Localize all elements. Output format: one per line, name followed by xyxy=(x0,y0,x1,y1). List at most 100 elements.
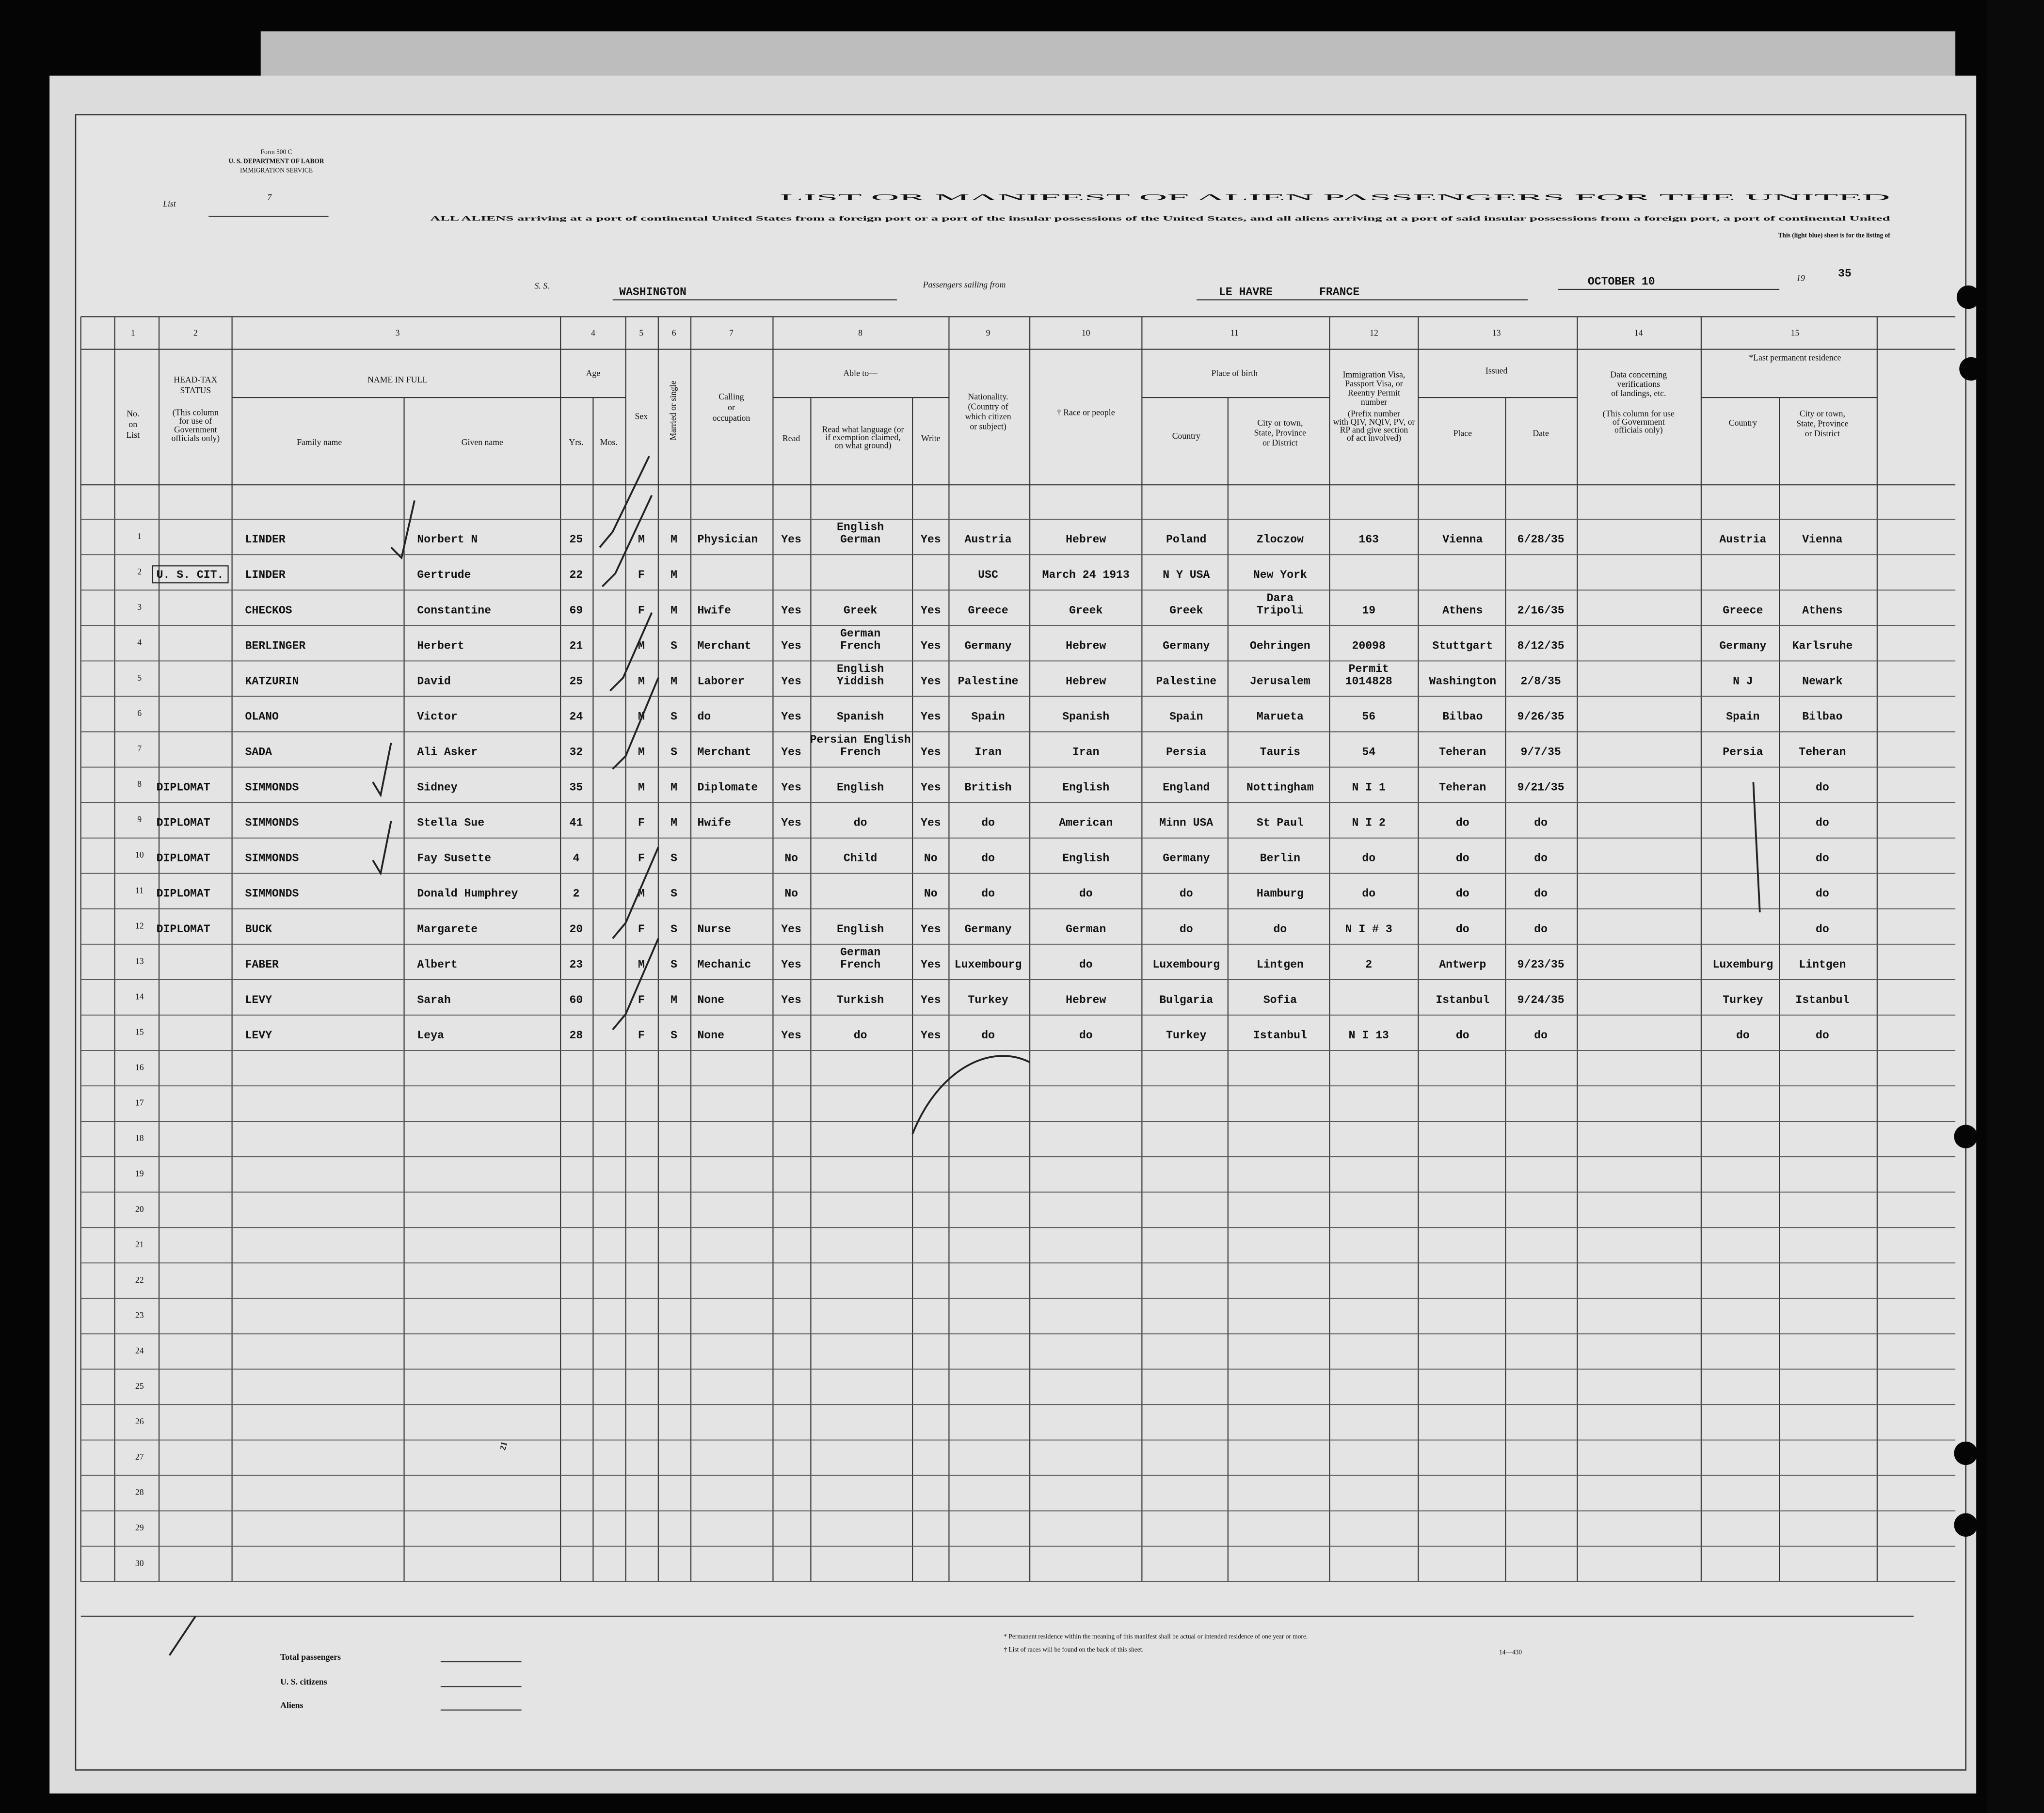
cell-residence-country: do xyxy=(1736,1029,1750,1042)
cell-given: Sidney xyxy=(417,781,457,794)
cell-issued-place: Teheran xyxy=(1439,781,1486,794)
cell-race: Hebrew xyxy=(1066,675,1106,687)
cell-occupation: Merchant xyxy=(697,639,751,652)
cell-residence-city: Bilbao xyxy=(1802,710,1842,723)
cell-read: Yes xyxy=(781,710,801,723)
cell-residence-city: Lintgen xyxy=(1799,958,1846,971)
cell-visa: 2 xyxy=(1365,958,1372,971)
cell-family: OLANO xyxy=(245,710,278,723)
cell-birth-city: Nottingham xyxy=(1246,781,1314,794)
cell-birth-country: Luxembourg xyxy=(1152,958,1220,971)
cell-yrs: 69 xyxy=(570,604,583,617)
cell-race: do xyxy=(1079,958,1093,971)
cell-yrs: 25 xyxy=(570,533,583,546)
cell-issued-place: do xyxy=(1456,1029,1469,1042)
column-header: (This column for use xyxy=(1603,409,1675,418)
cell-birth-city: Istanbul xyxy=(1253,1029,1307,1042)
cell-head-tax: DIPLOMAT xyxy=(157,852,210,865)
cell-birth-city: do xyxy=(1274,923,1287,936)
cell-read: Yes xyxy=(781,781,801,794)
cell-race: English xyxy=(1062,781,1109,794)
column-number: 1 xyxy=(131,328,135,337)
cell-sex: F xyxy=(638,569,645,581)
cell-head-tax: DIPLOMAT xyxy=(157,817,210,829)
column-header: if exemption claimed, xyxy=(825,432,900,442)
cell-issued-date: 6/28/35 xyxy=(1517,533,1565,546)
row-number: 1 xyxy=(137,531,142,541)
cell-sex: F xyxy=(638,604,645,617)
cell-residence-country: N J xyxy=(1733,675,1753,687)
cell-given: Ali Asker xyxy=(417,746,478,759)
cell-birth-city: New York xyxy=(1253,569,1307,581)
cell-birth-country: N Y USA xyxy=(1163,569,1210,581)
cell-married: S xyxy=(671,958,677,971)
cell-head-tax: DIPLOMAT xyxy=(157,781,210,794)
cell-birth-country: Minn USA xyxy=(1159,817,1213,829)
column-header: State, Province xyxy=(1254,428,1306,437)
port: LE HAVRE xyxy=(1219,286,1273,298)
footer-label: Total passengers xyxy=(280,1652,341,1662)
cell-issued-date: 2/8/35 xyxy=(1521,675,1561,687)
cell-write: Yes xyxy=(921,604,941,617)
ship-name: WASHINGTON xyxy=(619,286,687,298)
cell-write: No xyxy=(924,888,938,900)
cell-yrs: 60 xyxy=(570,994,583,1006)
cell-yrs: 21 xyxy=(570,639,583,652)
cell-residence-country: Spain xyxy=(1726,710,1759,723)
cell-visa: 19 xyxy=(1362,604,1375,617)
cell-issued-date: 2/16/35 xyxy=(1517,604,1565,617)
column-header: officials only) xyxy=(171,433,220,443)
column-header: Nationality. xyxy=(968,392,1008,401)
cell-read: Yes xyxy=(781,746,801,759)
cell-occupation: None xyxy=(697,994,724,1006)
punch-holes xyxy=(1954,285,1983,1537)
column-number: 6 xyxy=(672,328,676,337)
cell-nationality: Greece xyxy=(968,604,1008,617)
cell-language: German xyxy=(840,946,880,958)
cell-sex: F xyxy=(638,817,645,829)
cell-visa: N I 2 xyxy=(1352,817,1386,829)
column-header: or xyxy=(728,402,735,412)
department: U. S. DEPARTMENT OF LABOR xyxy=(228,157,324,164)
cell-issued-date: do xyxy=(1534,1029,1548,1042)
cell-issued-date: 9/7/35 xyxy=(1521,746,1561,759)
row-number: 27 xyxy=(135,1452,144,1462)
cell-given: Margarete xyxy=(417,923,478,936)
column-header: number xyxy=(1361,397,1387,407)
column-header: Given name xyxy=(462,437,503,447)
column-header: Mos. xyxy=(600,437,618,447)
cell-nationality: British xyxy=(965,781,1012,794)
year-suffix: 35 xyxy=(1838,268,1852,280)
column-header: City or town, xyxy=(1800,409,1845,418)
cell-married: M xyxy=(671,994,677,1006)
column-header: Able to— xyxy=(843,368,878,378)
column-header: Yrs. xyxy=(569,437,583,447)
cell-sex: F xyxy=(638,1029,645,1042)
cell-sex: M xyxy=(638,639,645,652)
cell-write: Yes xyxy=(921,923,941,936)
cell-visa: 20098 xyxy=(1352,639,1386,652)
column-header: Married or single xyxy=(668,381,678,440)
cell-language: Greek xyxy=(844,604,877,617)
cell-yrs: 20 xyxy=(570,923,583,936)
cell-read: Yes xyxy=(781,958,801,971)
cell-language: Turkish xyxy=(837,994,884,1006)
binding-edge xyxy=(1986,0,2044,1813)
cell-birth-country: Spain xyxy=(1169,710,1203,723)
cell-residence-city: do xyxy=(1816,817,1829,829)
cell-birth-city: Jerusalem xyxy=(1250,675,1310,687)
cell-yrs: 22 xyxy=(570,569,583,581)
column-number: 10 xyxy=(1082,328,1090,337)
column-header: or District xyxy=(1262,438,1297,447)
cell-language: English xyxy=(837,781,884,794)
cell-nationality: Germany xyxy=(965,639,1012,652)
cell-yrs: 25 xyxy=(570,675,583,687)
cell-write: Yes xyxy=(921,994,941,1006)
cell-birth-city: Lintgen xyxy=(1257,958,1304,971)
cell-race: March 24 1913 xyxy=(1042,569,1130,581)
cell-language: Spanish xyxy=(837,710,884,723)
column-header: which citizen xyxy=(965,412,1011,421)
cell-visa: 56 xyxy=(1362,710,1375,723)
cell-visa: do xyxy=(1362,852,1375,865)
